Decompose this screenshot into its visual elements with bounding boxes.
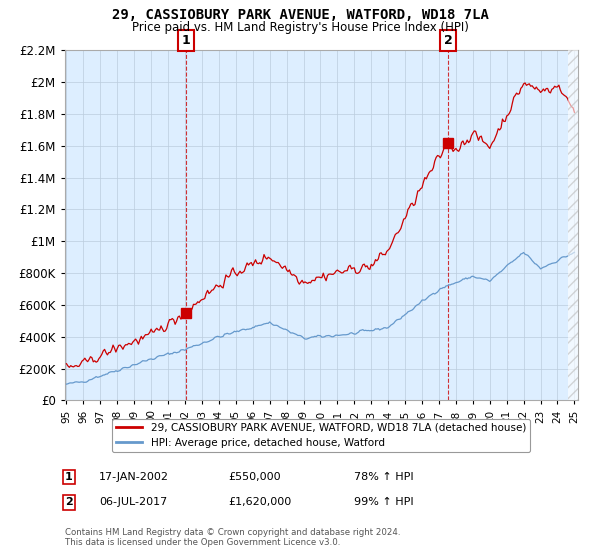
Text: 06-JUL-2017: 06-JUL-2017	[99, 497, 167, 507]
Text: Contains HM Land Registry data © Crown copyright and database right 2024.
This d: Contains HM Land Registry data © Crown c…	[65, 528, 400, 547]
Text: £1,620,000: £1,620,000	[228, 497, 291, 507]
Text: 78% ↑ HPI: 78% ↑ HPI	[354, 472, 413, 482]
Text: 17-JAN-2002: 17-JAN-2002	[99, 472, 169, 482]
Text: Price paid vs. HM Land Registry's House Price Index (HPI): Price paid vs. HM Land Registry's House …	[131, 21, 469, 34]
Text: 29, CASSIOBURY PARK AVENUE, WATFORD, WD18 7LA: 29, CASSIOBURY PARK AVENUE, WATFORD, WD1…	[112, 8, 488, 22]
Text: 1: 1	[181, 34, 190, 47]
Text: £550,000: £550,000	[228, 472, 281, 482]
Text: 99% ↑ HPI: 99% ↑ HPI	[354, 497, 413, 507]
Bar	[568, 50, 578, 400]
Text: 2: 2	[65, 497, 73, 507]
Legend: 29, CASSIOBURY PARK AVENUE, WATFORD, WD18 7LA (detached house), HPI: Average pri: 29, CASSIOBURY PARK AVENUE, WATFORD, WD1…	[112, 419, 530, 452]
Text: 2: 2	[444, 34, 452, 47]
Text: 1: 1	[65, 472, 73, 482]
